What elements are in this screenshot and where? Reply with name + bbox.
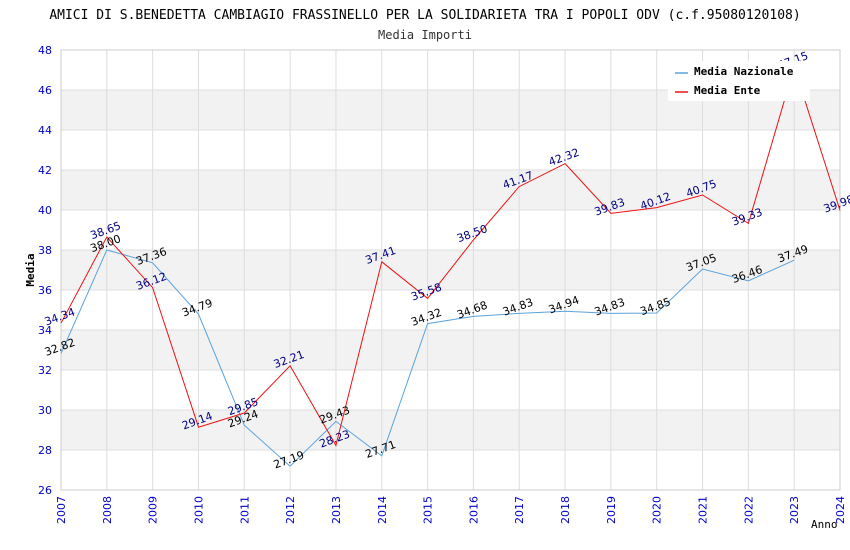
- x-tick-label: 2009: [147, 496, 160, 524]
- x-axis-ticks: 2007 2008 2009 2010 2011 2012 2013 2014 2015 2016…: [55, 496, 847, 524]
- plot-band: [61, 410, 840, 450]
- x-tick-label: 2024: [834, 496, 847, 524]
- y-tick-label: 28: [38, 444, 52, 457]
- x-axis-label: Anno: [811, 518, 838, 531]
- x-tick-label: 2014: [376, 496, 389, 524]
- y-tick-label: 46: [38, 84, 52, 97]
- x-tick-label: 2021: [697, 496, 710, 524]
- chart-subtitle: Media Importi: [378, 28, 472, 42]
- y-tick-label: 44: [38, 124, 52, 137]
- x-tick-label: 2020: [651, 496, 664, 524]
- y-axis-label: Media: [24, 253, 37, 286]
- x-tick-label: 2013: [330, 496, 343, 524]
- data-label: 34.83: [501, 296, 535, 319]
- plot-background-bands: [61, 90, 840, 450]
- x-tick-label: 2022: [742, 496, 755, 524]
- x-tick-label: 2017: [513, 496, 526, 524]
- x-tick-label: 2016: [467, 496, 480, 524]
- x-tick-label: 2011: [238, 496, 251, 524]
- series-line-media-nazionale: [60, 249, 795, 467]
- data-label: 34.68: [455, 299, 489, 322]
- x-tick-label: 2023: [788, 496, 801, 524]
- y-tick-label: 42: [38, 164, 52, 177]
- plot-band: [61, 170, 840, 210]
- series-line-media-ente: [60, 65, 841, 447]
- plot-frame: [60, 49, 841, 491]
- y-tick-label: 26: [38, 484, 52, 497]
- y-tick-label: 34: [38, 324, 52, 337]
- data-label: 34.94: [547, 293, 581, 316]
- y-axis-ticks: 26 28 30 32 34 36 38 40 42 44 46 48: [38, 44, 52, 497]
- x-tick-label: 2010: [192, 496, 205, 524]
- y-tick-label: 36: [38, 284, 52, 297]
- data-label: 34.83: [593, 296, 627, 319]
- x-tick-label: 2015: [422, 496, 435, 524]
- legend-label-media-nazionale: Media Nazionale: [694, 65, 794, 78]
- data-label: 42.32: [547, 146, 581, 169]
- x-tick-label: 2018: [559, 496, 572, 524]
- legend-label-media-ente: Media Ente: [694, 84, 761, 97]
- y-tick-label: 30: [38, 404, 52, 417]
- plot-band: [61, 330, 840, 370]
- y-tick-label: 32: [38, 364, 52, 377]
- x-tick-label: 2007: [55, 496, 68, 524]
- legend: Media Nazionale Media Ente: [668, 61, 810, 101]
- series-lines: [60, 65, 841, 467]
- x-tick-label: 2019: [605, 496, 618, 524]
- x-tick-label: 2008: [101, 496, 114, 524]
- y-tick-label: 38: [38, 244, 52, 257]
- legend-box: [668, 61, 810, 101]
- x-tick-label: 2012: [284, 496, 297, 524]
- data-label: 27.19: [272, 448, 306, 471]
- y-tick-label: 48: [38, 44, 52, 57]
- data-label: 34.85: [638, 295, 672, 318]
- y-tick-label: 40: [38, 204, 52, 217]
- chart-title: AMICI DI S.BENEDETTA CAMBIAGIO FRASSINEL…: [49, 8, 800, 23]
- data-label: 34.32: [409, 306, 443, 329]
